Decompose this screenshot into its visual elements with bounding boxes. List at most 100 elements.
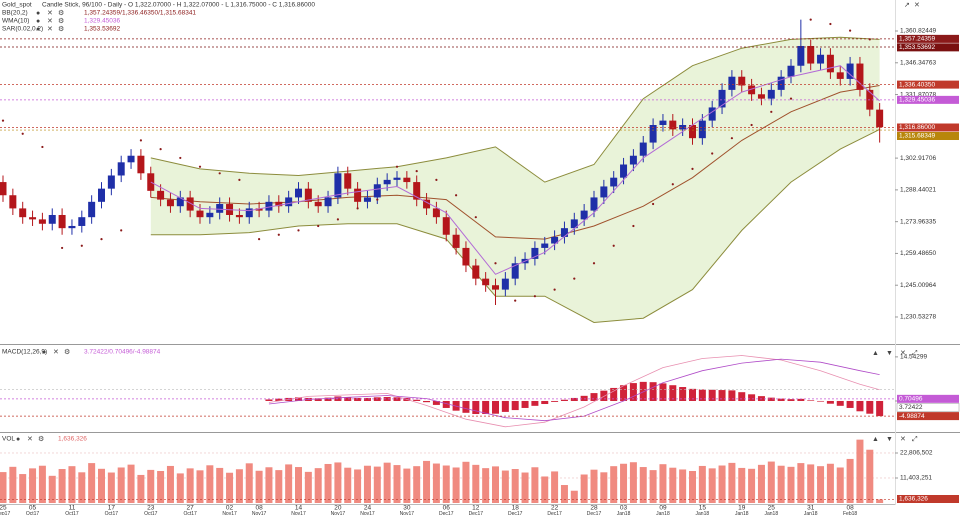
candle-body: [334, 173, 342, 198]
macd-histogram-bar: [531, 400, 539, 406]
sar-dot: [159, 148, 162, 151]
x-tick-label: 30: [403, 505, 411, 512]
x-month-label: Sep17: [0, 511, 10, 515]
candle-body: [354, 188, 362, 202]
expand-icon[interactable]: ↗: [904, 2, 910, 9]
volume-bar: [521, 472, 529, 503]
indicator-icon[interactable]: ✕: [47, 10, 53, 17]
x-tick-label: 25: [0, 505, 7, 512]
move-down-icon[interactable]: ▼: [886, 350, 893, 357]
macd-histogram-bar: [708, 389, 716, 401]
y-tick-label: 11,403,251: [900, 475, 932, 482]
sar-dot: [849, 29, 852, 32]
level-label: 1,316.86000: [899, 124, 936, 131]
candle-body: [649, 125, 657, 143]
sar-dot: [750, 123, 753, 127]
level-label-bg: [897, 495, 959, 503]
volume-bar: [511, 469, 519, 503]
macd-histogram-bar: [324, 397, 332, 401]
candle-body: [0, 182, 7, 196]
candle-body: [787, 65, 795, 77]
x-tick-label: 05: [29, 505, 37, 512]
indicator-icon[interactable]: ✕: [53, 349, 59, 356]
volume-bar: [324, 463, 332, 503]
candle-body: [442, 217, 450, 235]
indicator-icon[interactable]: ⚙: [58, 9, 64, 17]
volume-bar: [38, 465, 46, 503]
maximize-icon[interactable]: ⤢: [912, 350, 918, 357]
candle-body: [265, 201, 273, 211]
volume-bar: [826, 463, 834, 503]
candle-body: [728, 76, 736, 90]
move-up-icon[interactable]: ▲: [872, 436, 879, 443]
macd-histogram-bar: [679, 387, 687, 401]
indicator-icon[interactable]: ⚙: [58, 25, 64, 33]
candle-body: [147, 173, 155, 191]
indicator-icon[interactable]: ✕: [27, 436, 33, 443]
macd-histogram-bar: [413, 399, 421, 401]
header: Gold_spot Candle Stick, 96/100 - Daily -…: [2, 2, 315, 9]
indicator-icon[interactable]: ⚙: [58, 17, 64, 25]
volume-bar: [610, 466, 618, 503]
move-down-icon[interactable]: ▼: [886, 436, 893, 443]
sar-dot: [336, 218, 339, 221]
y-tick-label: 1,273.96335: [900, 218, 937, 225]
candle-body: [432, 208, 440, 218]
volume-bar: [275, 470, 283, 503]
volume-bar: [403, 468, 411, 503]
move-up-icon[interactable]: ▲: [872, 350, 879, 357]
x-month-label: Nov17: [252, 511, 267, 515]
indicator-icon[interactable]: ●: [16, 436, 20, 443]
indicator-icon[interactable]: ●: [36, 10, 40, 17]
bollinger-middle: [150, 85, 880, 240]
candle-body: [689, 125, 696, 139]
indicator-readout: 1,353.53692: [84, 26, 121, 33]
candle-body: [196, 210, 204, 218]
macd-histogram-bar: [649, 382, 657, 401]
close-icon[interactable]: ✕: [900, 350, 906, 357]
volume-bar: [334, 462, 342, 503]
volume-bar: [620, 463, 628, 503]
indicator-icon[interactable]: ⚙: [64, 348, 70, 356]
macd-histogram-bar: [521, 400, 529, 408]
indicator-icon[interactable]: ✕: [47, 26, 53, 33]
close-icon[interactable]: ✕: [900, 436, 906, 443]
x-tick-label: 25: [768, 505, 776, 512]
sar-dot: [514, 299, 517, 302]
indicator-icon[interactable]: ●: [36, 26, 40, 33]
volume-bar: [176, 473, 184, 503]
volume-bar: [363, 465, 371, 503]
sar-dot: [395, 165, 399, 168]
maximize-icon[interactable]: ⤢: [912, 436, 918, 443]
macd-histogram-bar: [689, 388, 696, 401]
sar-dot: [317, 224, 320, 228]
candle-body: [295, 188, 302, 198]
volume-bar: [157, 470, 165, 503]
macd-histogram-bar: [442, 400, 450, 408]
volume-bar: [344, 467, 352, 503]
macd-histogram-bar: [560, 399, 568, 401]
close-icon[interactable]: ✕: [914, 2, 920, 9]
indicator-icon[interactable]: ⚙: [38, 435, 44, 443]
sar-dot: [671, 183, 674, 186]
sar-dot: [356, 207, 359, 210]
candle-body: [127, 155, 135, 163]
indicator-icon[interactable]: ●: [42, 349, 46, 356]
indicator-icon[interactable]: ✕: [47, 18, 53, 25]
macd-histogram-bar: [738, 392, 746, 401]
level-label-bg: [897, 123, 959, 132]
macd-histogram-bar: [817, 400, 825, 402]
indicator-icon[interactable]: ●: [36, 18, 40, 25]
candle-body: [876, 109, 884, 128]
macd-histogram-bar: [541, 400, 549, 405]
macd-histogram-bar: [580, 395, 588, 401]
level-label-bg: [897, 43, 959, 52]
x-month-label: Dec17: [508, 511, 523, 515]
candle-body: [777, 76, 785, 90]
macd-histogram-bar: [600, 390, 608, 401]
candle-body: [738, 76, 746, 86]
indicator-name: VOL: [2, 436, 15, 443]
volume-bar: [216, 467, 224, 503]
volume-bar: [541, 476, 549, 503]
